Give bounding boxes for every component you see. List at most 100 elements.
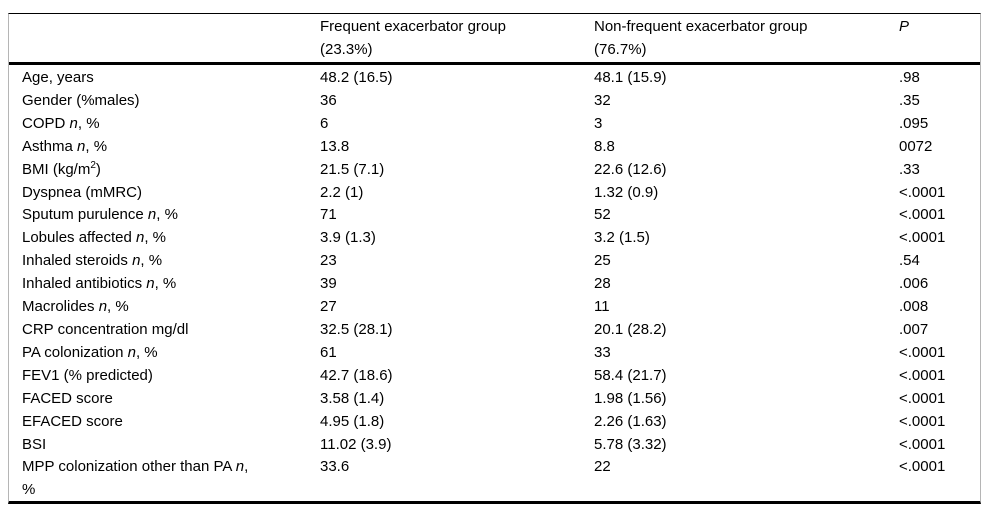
value-frequent-group: 42.7 (18.6): [320, 366, 393, 384]
value-nonfrequent-group: 28: [594, 275, 611, 293]
row-label-text: Sputum purulence: [22, 206, 148, 224]
row-label-suffix: , %: [85, 137, 108, 155]
p-value: .007: [899, 320, 929, 338]
row-label: BMI (kg/m2): [9, 159, 320, 182]
value-nonfrequent-group: 5.78 (3.32): [594, 435, 667, 453]
row-label-text: Age, years: [22, 69, 94, 86]
table-row: Inhaled antibiotics n, % 39 28 .006: [9, 273, 980, 296]
value-nonfrequent-group: 11: [594, 298, 610, 316]
row-label-italic-n: n: [135, 229, 145, 247]
row-label: PA colonization n, %: [9, 342, 320, 365]
row-label-italic-n: n: [127, 343, 136, 361]
row-label: Macrolides n, %: [9, 296, 320, 319]
baseline-characteristics-table: Frequent exacerbator group (23.3%) Non-f…: [8, 13, 981, 504]
value-frequent-group: 39: [320, 275, 337, 293]
row-label-italic-n: n: [235, 458, 245, 476]
value-nonfrequent-group: 22: [594, 458, 611, 476]
row-label-text: BSI: [22, 435, 47, 453]
row-label-text: FEV1 (% predicted): [22, 366, 153, 384]
p-value: .33: [899, 160, 920, 178]
value-nonfrequent-group: 2.26 (1.63): [594, 412, 667, 430]
row-label-text: Dyspnea (mMRC): [22, 183, 143, 201]
row-label-text: EFACED score: [22, 412, 123, 430]
value-nonfrequent-group: 22.6 (12.6): [594, 160, 667, 178]
value-frequent-group: 33.6: [320, 458, 350, 476]
p-value: <.0001: [899, 458, 946, 476]
table-row: Sputum purulence n, % 71 52 <.0001: [9, 204, 980, 227]
row-label-suffix: , %: [135, 343, 158, 361]
table-row: MPP colonization other than PA n,% 33.6 …: [9, 456, 980, 501]
table-row: Dyspnea (mMRC) 2.2 (1) 1.32 (0.9) <.0001: [9, 182, 980, 205]
row-label-italic-n: n: [147, 206, 157, 224]
row-label-italic-n: n: [69, 114, 78, 132]
value-frequent-group: 27: [320, 298, 337, 316]
p-value: <.0001: [899, 229, 946, 247]
row-label-text: Lobules affected: [22, 229, 136, 247]
value-frequent-group: 3.58 (1.4): [320, 389, 385, 407]
row-label-text: FACED score: [22, 389, 113, 407]
value-frequent-group: 21.5 (7.1): [320, 160, 385, 178]
row-label-text: PA colonization: [22, 343, 128, 361]
row-label-suffix: , %: [144, 229, 167, 247]
row-label: BSI: [9, 434, 320, 457]
row-label-text: Gender (%males): [22, 91, 140, 109]
value-frequent-group: 11.02 (3.9): [320, 435, 392, 453]
header-nonfrequent-group-line1: Non-frequent exacerbator group: [594, 18, 808, 35]
row-label: Dyspnea (mMRC): [9, 182, 320, 205]
row-label-text: Asthma: [22, 137, 78, 155]
table-row: CRP concentration mg/dl 32.5 (28.1) 20.1…: [9, 319, 980, 342]
p-value: <.0001: [899, 366, 946, 384]
row-label-italic-n: n: [146, 275, 155, 293]
row-label-wrap-line: %: [22, 481, 36, 499]
row-label: Inhaled antibiotics n, %: [9, 273, 320, 296]
row-label: CRP concentration mg/dl: [9, 319, 320, 342]
header-nonfrequent-group-line2: (76.7%): [594, 40, 647, 58]
row-label: FEV1 (% predicted): [9, 365, 320, 388]
row-label: MPP colonization other than PA n,%: [9, 456, 320, 501]
value-nonfrequent-group: 3: [594, 114, 603, 132]
table-row: FEV1 (% predicted) 42.7 (18.6) 58.4 (21.…: [9, 365, 980, 388]
value-frequent-group: 6: [320, 114, 329, 132]
value-frequent-group: 13.8: [320, 137, 350, 155]
row-label-superscript: 2: [90, 159, 96, 171]
p-value: <.0001: [899, 206, 946, 224]
table-row: Age, years 48.2 (16.5) 48.1 (15.9) .98: [9, 67, 980, 90]
row-label-text: BMI (kg/m: [22, 160, 91, 178]
table-row: Macrolides n, % 27 11 .008: [9, 296, 980, 319]
table-row: PA colonization n, % 61 33 <.0001: [9, 342, 980, 365]
table-header-row: Frequent exacerbator group (23.3%) Non-f…: [9, 14, 980, 65]
p-value: <.0001: [899, 412, 946, 430]
value-frequent-group: 36: [320, 91, 337, 109]
value-frequent-group: 3.9 (1.3): [320, 229, 376, 247]
p-value: <.0001: [899, 183, 946, 201]
p-value: <.0001: [899, 343, 946, 361]
value-nonfrequent-group: 33: [594, 343, 611, 361]
row-label: EFACED score: [9, 411, 320, 434]
value-nonfrequent-group: 1.98 (1.56): [594, 389, 667, 407]
row-label-end: ): [95, 160, 101, 178]
table-row: COPD n, % 6 3 .095: [9, 113, 980, 136]
p-value: .35: [899, 91, 920, 109]
p-value: 0072: [899, 137, 933, 155]
row-label: Asthma n, %: [9, 136, 320, 159]
p-value: <.0001: [899, 389, 946, 407]
row-label-text: Macrolides: [22, 298, 99, 316]
value-frequent-group: 4.95 (1.8): [320, 412, 385, 430]
value-nonfrequent-group: 3.2 (1.5): [594, 229, 650, 247]
header-frequent-group-line2: (23.3%): [320, 40, 373, 58]
row-label-suffix: , %: [107, 298, 129, 316]
value-nonfrequent-group: 58.4 (21.7): [594, 366, 667, 384]
value-nonfrequent-group: 52: [594, 206, 611, 224]
row-label-suffix: , %: [156, 206, 178, 224]
p-value: .006: [899, 275, 929, 293]
value-frequent-group: 48.2 (16.5): [320, 69, 393, 86]
row-label-text: COPD: [22, 114, 70, 132]
p-value: .008: [899, 298, 929, 316]
row-label-italic-n: n: [132, 252, 141, 270]
row-label-text: CRP concentration mg/dl: [22, 320, 189, 338]
p-value: .98: [899, 69, 920, 86]
row-label: Gender (%males): [9, 90, 320, 113]
table-row: Gender (%males) 36 32 .35: [9, 90, 980, 113]
row-label: Lobules affected n, %: [9, 227, 320, 250]
row-label-suffix: ,: [244, 458, 249, 476]
